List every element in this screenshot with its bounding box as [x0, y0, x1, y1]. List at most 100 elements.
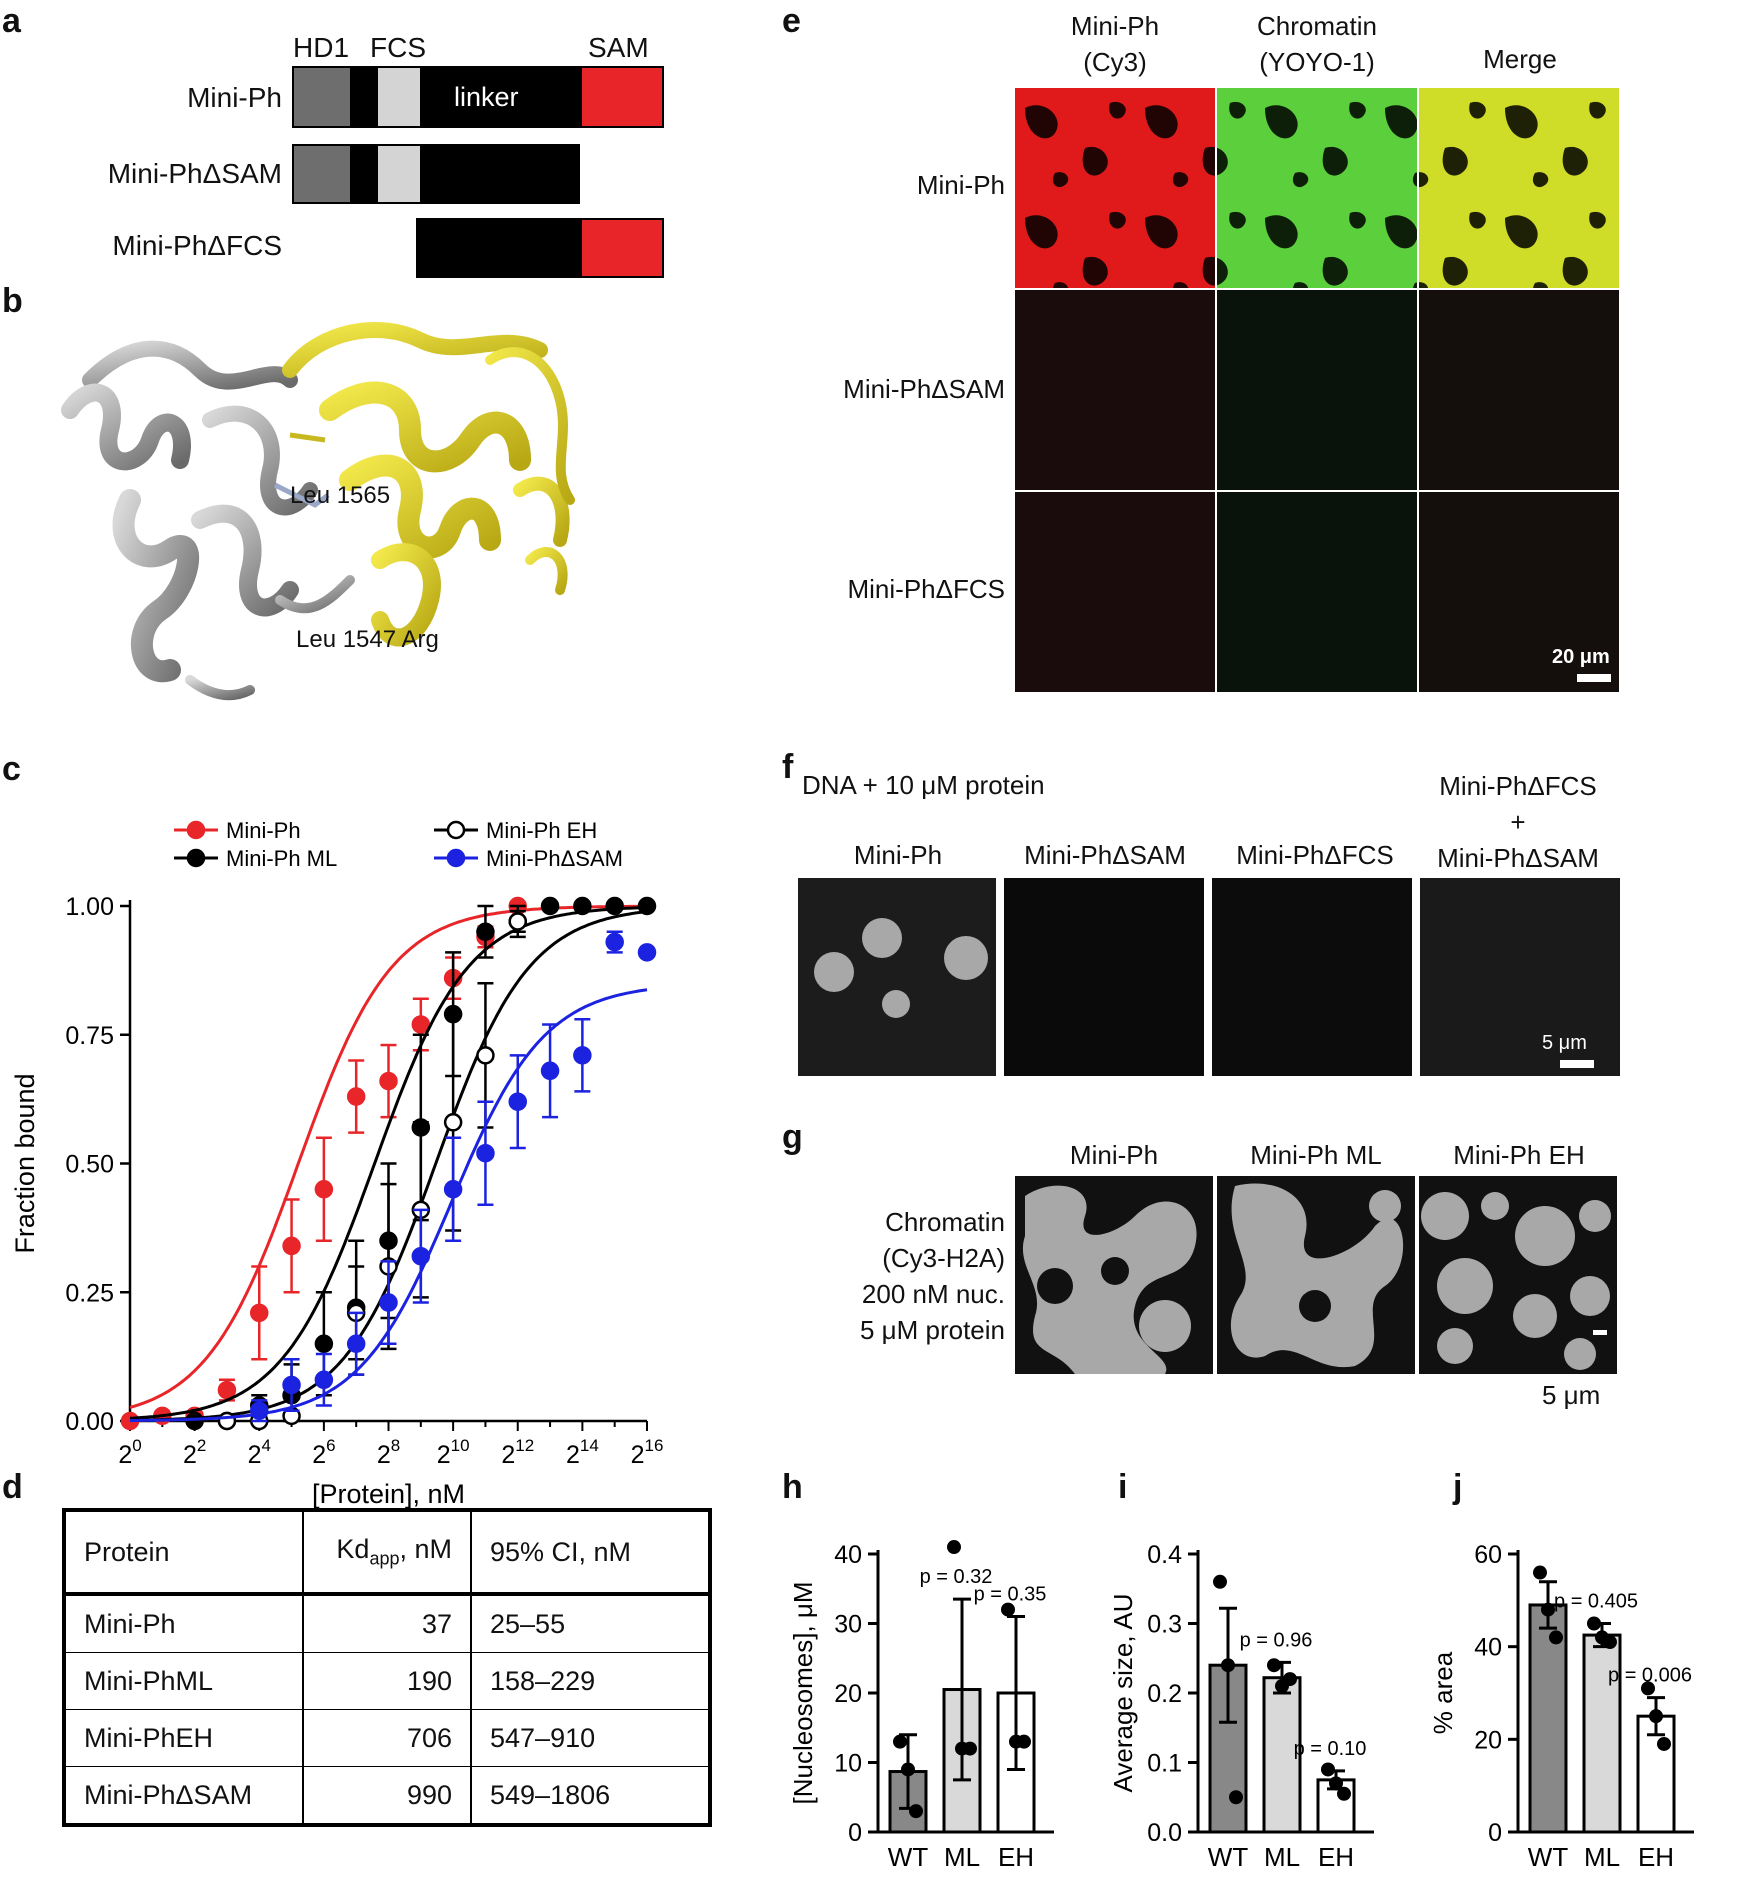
x-tick-label: EH	[998, 1842, 1034, 1872]
micrograph-mini-ph-yoyo	[1217, 88, 1417, 288]
x-tick-label: ML	[944, 1842, 980, 1872]
data-point	[346, 1334, 366, 1353]
micrograph-dsam-merge	[1419, 290, 1619, 490]
data-point	[217, 1380, 237, 1400]
data-point	[1657, 1736, 1671, 1751]
panel-f-subtitle: DNA + 10 μM protein	[802, 770, 1045, 800]
col-header-line: Mini-Ph	[1070, 11, 1160, 41]
x-tick-label: 216	[631, 1436, 664, 1469]
data-point	[411, 1246, 431, 1266]
col-header-line: Chromatin	[1257, 11, 1377, 41]
panel-label-g: g	[782, 1118, 803, 1156]
table-cell-protein: Mini-Ph	[64, 1593, 303, 1653]
table-row: Mini-PhEH 706 547–910	[64, 1709, 710, 1767]
data-point	[185, 1411, 204, 1431]
data-point	[1229, 1790, 1243, 1805]
data-point	[314, 1334, 334, 1353]
micrograph-row-f	[798, 878, 1620, 1076]
data-point	[1017, 1734, 1031, 1749]
y-tick-label: 0.75	[65, 1022, 114, 1050]
col-header-f-combo: Mini-PhΔFCS + Mini-PhΔSAM	[1418, 768, 1618, 876]
panel-label-j: j	[1453, 1468, 1463, 1506]
x-tick-label: WT	[1528, 1842, 1569, 1872]
average-size-bar-chart: 0.0 0.1 0.2 0.3 0.4 Average size, AU WT ML p = 0…	[1108, 1541, 1374, 1872]
legend-marker	[446, 848, 466, 868]
data-point	[282, 1375, 301, 1395]
x-tick-label: 22	[183, 1436, 206, 1469]
data-point	[1549, 1630, 1563, 1645]
table-cell-kd: 190	[302, 1652, 471, 1710]
table-cell-ci: 547–910	[470, 1709, 710, 1767]
data-point	[901, 1762, 915, 1777]
table-header-row: Protein Kdapp, nM 95% CI, nM	[64, 1509, 710, 1596]
y-tick-label: 0.1	[1147, 1750, 1182, 1778]
data-point	[508, 912, 527, 931]
residue-label-leu1565: Leu 1565	[290, 482, 391, 509]
micrograph-f-dsam	[1004, 878, 1204, 1076]
p-value-annotation: p = 0.405	[1554, 1591, 1638, 1613]
data-point	[217, 1411, 237, 1431]
percent-area-bar-chart: 0 20 40 60 % area WT ML p = 0.405 EH p = 0.006	[1428, 1541, 1694, 1872]
legend-label: Mini-Ph ML	[226, 846, 337, 871]
data-point	[476, 922, 495, 941]
micrograph-mini-ph-merge	[1419, 88, 1619, 288]
data-point	[1541, 1602, 1555, 1617]
row-label-mini-ph: Mini-Ph	[916, 170, 1005, 200]
data-point	[637, 943, 657, 962]
data-point	[314, 1180, 334, 1199]
y-tick-label: 1.00	[65, 893, 114, 921]
col-header-g-ml: Mini-Ph ML	[1250, 1140, 1382, 1170]
data-point	[1321, 1762, 1335, 1777]
hd1-domain	[294, 68, 350, 126]
y-axis-title: Fraction bound	[10, 1073, 40, 1253]
data-point	[443, 1180, 463, 1199]
y-tick-label: 0.0	[1147, 1819, 1182, 1847]
panel-label-a: a	[2, 2, 21, 40]
micrograph-f-mini-ph	[798, 878, 996, 1076]
combo-line: +	[1510, 807, 1526, 837]
col-header-chromatin-yoyo: Chromatin (YOYO-1)	[1217, 8, 1417, 80]
data-point	[573, 896, 592, 916]
legend-marker	[446, 820, 466, 840]
y-tick-label: 0	[1488, 1819, 1502, 1847]
protein-structure-illustration	[61, 322, 575, 701]
x-tick-label: ML	[1264, 1842, 1300, 1872]
micrograph-mini-ph-cy3	[1015, 88, 1215, 288]
data-point	[1337, 1786, 1351, 1801]
micrograph-dfcs-cy3	[1015, 492, 1215, 692]
table-cell-ci: 25–55	[470, 1593, 710, 1653]
data-point	[540, 1061, 560, 1081]
panel-label-f: f	[782, 748, 794, 786]
scale-bar-g	[1593, 1330, 1607, 1335]
y-tick-label: 0.3	[1147, 1611, 1182, 1639]
row-label-line: Chromatin	[885, 1207, 1005, 1237]
scale-bar-label-e: 20 μm	[1552, 646, 1610, 668]
row-label-line: 200 nM nuc.	[861, 1279, 1005, 1309]
col-header-f-dsam: Mini-PhΔSAM	[1024, 840, 1186, 870]
p-value-annotation: p = 0.35	[974, 1584, 1047, 1606]
data-point	[250, 1303, 269, 1323]
data-point	[346, 1087, 366, 1106]
data-point	[1587, 1616, 1601, 1631]
data-point	[476, 1046, 495, 1065]
table-row: Mini-PhML 190 158–229	[64, 1652, 710, 1710]
p-value-annotation: p = 0.32	[920, 1566, 993, 1588]
table-cell-protein: Mini-PhEH	[64, 1709, 303, 1767]
table-cell-ci: 158–229	[470, 1652, 710, 1710]
micrograph-f-combo	[1420, 878, 1620, 1076]
construct-label-mini-ph: Mini-Ph	[187, 82, 282, 113]
panel-label-e: e	[782, 2, 801, 40]
construct-label-mini-ph-dsam: Mini-PhΔSAM	[107, 158, 282, 189]
y-axis-title: % area	[1428, 1651, 1458, 1734]
panel-label-d: d	[2, 1468, 23, 1506]
residue-label-leu1547arg: Leu 1547 Arg	[296, 626, 439, 653]
yellow-subunit	[282, 322, 575, 647]
data-point	[1283, 1672, 1297, 1687]
sam-domain	[582, 220, 662, 276]
col-header-line: (Cy3)	[1083, 47, 1147, 77]
scale-bar-e	[1577, 674, 1611, 682]
data-point	[379, 1071, 398, 1091]
x-tick-label: EH	[1638, 1842, 1674, 1872]
data-point	[508, 1092, 527, 1111]
x-tick-label: 24	[248, 1436, 271, 1469]
